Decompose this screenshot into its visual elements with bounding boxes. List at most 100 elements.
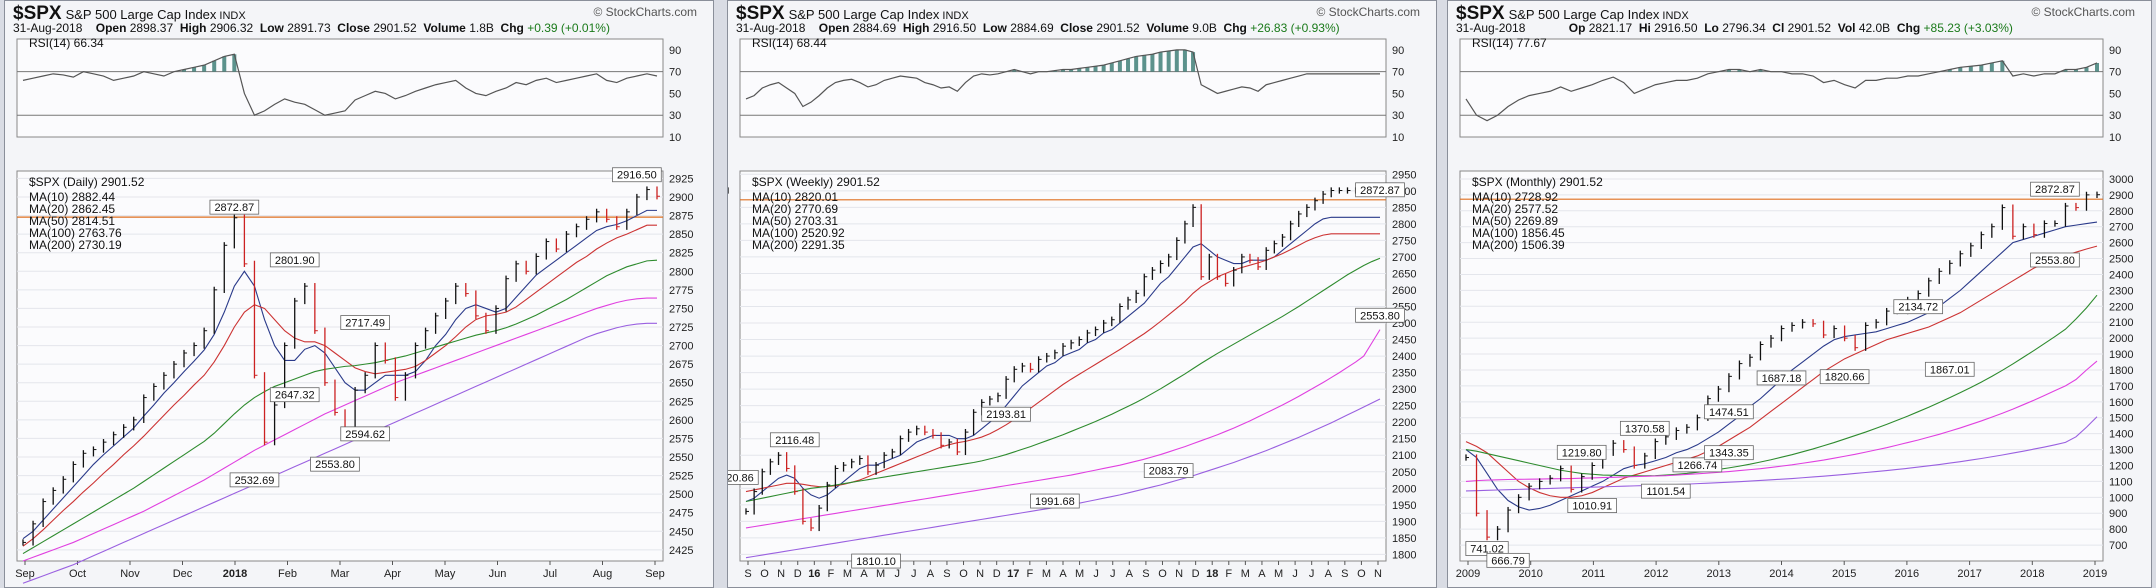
price-tick-label: 2900: [669, 192, 693, 204]
rsi-tick-label: 30: [2109, 110, 2121, 122]
x-tick-label: N: [976, 568, 984, 580]
quote-line: 31-Aug-2018 Op 2821.17 Hi 2916.50 Lo 279…: [1456, 21, 2013, 35]
x-tick-label: Feb: [278, 568, 297, 580]
weekly-chart-svg[interactable]: 10 30 50 70 90 1800 1850 1900 1950 2000 2050 2100 21…: [728, 1, 1437, 588]
price-tick-label: 2725: [669, 322, 693, 334]
price-annotation: 2872.87: [2035, 184, 2075, 196]
annotation-box: [2030, 181, 2080, 197]
annotation-box: [229, 472, 280, 488]
chart-title: $SPX S&P 500 Large Cap Index INDX: [13, 3, 246, 24]
ma200-label: MA(200) 2291.35: [752, 238, 845, 252]
ma10-label: MA(10) 2882.44: [29, 190, 115, 204]
price-annotation: 2872.87: [214, 202, 254, 214]
ma100-label: MA(100) 1856.45: [1472, 226, 1565, 240]
annotation-box: [269, 387, 320, 403]
x-tick-label: O: [959, 568, 968, 580]
x-tick-label: S: [1142, 568, 1149, 580]
x-tick-label: 2009: [1456, 568, 1480, 580]
annotation-box: [310, 456, 360, 472]
price-tick-label: 1300: [2109, 445, 2133, 457]
daily-chart-svg[interactable]: 10 30 50 70 90 2425 2450 2475 2500 2525 2550 2575 26…: [5, 1, 714, 588]
price-tick-label: 2750: [1392, 235, 1416, 247]
price-tick-label: 2100: [1392, 450, 1416, 462]
x-tick-label: 2014: [1769, 568, 1793, 580]
x-tick-label: 17: [1007, 568, 1019, 580]
annotation-box: [1672, 457, 1723, 473]
annotation-box: [1756, 370, 1807, 386]
rsi-tick-label: 90: [2109, 45, 2121, 57]
price-tick-label: 700: [2109, 540, 2127, 552]
price-tick-label: 2900: [2109, 190, 2133, 202]
annotation-box: [1355, 307, 1405, 323]
ma50-label: MA(50) 2269.89: [1472, 214, 1558, 228]
credit[interactable]: © StockCharts.com: [593, 5, 697, 19]
price-tick-label: 900: [2109, 508, 2127, 520]
rsi-tick-label: 50: [2109, 88, 2121, 100]
annotation-box: [769, 432, 820, 448]
price-tick-label: 2750: [669, 303, 693, 315]
x-tick-label: O: [1158, 568, 1167, 580]
price-tick-label: 2050: [1392, 467, 1416, 479]
price-tick-label: 1500: [2109, 413, 2133, 425]
x-tick-label: 2012: [1644, 568, 1668, 580]
price-tick-label: 2600: [2109, 238, 2133, 250]
annotation-box: [1819, 369, 1870, 385]
price-annotation: 2553.80: [2035, 255, 2075, 267]
price-annotation: 2553.80: [315, 459, 355, 471]
price-tick-label: 2000: [1392, 483, 1416, 495]
ma-line-ma50: [745, 257, 1381, 503]
price-annotation: 2916.50: [617, 170, 657, 182]
price-tick-label: 2575: [669, 433, 693, 445]
x-tick-label: A: [860, 568, 868, 580]
x-tick-label: J: [911, 568, 917, 580]
annotation-box: [728, 469, 759, 485]
price-tick-label: 2775: [669, 285, 693, 297]
ma200-label: MA(200) 1506.39: [1472, 238, 1565, 252]
x-tick-label: F: [828, 568, 835, 580]
price-annotation: 2553.80: [1360, 310, 1400, 322]
credit[interactable]: © StockCharts.com: [1316, 5, 1420, 19]
x-tick-label: 2011: [1582, 568, 1606, 580]
monthly-chart-panel: $SPX S&P 500 Large Cap Index INDX © StockC…: [1447, 0, 2152, 588]
price-annotation: 1266.74: [1677, 460, 1717, 472]
quote-line: 31-Aug-2018 Open 2884.69 High 2916.50 Lo…: [736, 21, 1340, 35]
rsi-overbought-fill: [1726, 60, 2099, 72]
annotation-box: [269, 252, 320, 268]
price-annotation: 1474.51: [1709, 407, 1749, 419]
annotation-box: [851, 553, 901, 569]
annotation-box: [1704, 404, 1754, 420]
annotation-box: [1704, 445, 1754, 461]
x-tick-label: 2016: [1895, 568, 1919, 580]
price-tick-label: 2700: [1392, 252, 1416, 264]
rsi-frame: [739, 38, 1387, 138]
price-tick-label: 2675: [669, 359, 693, 371]
main-chart-label: $SPX (Monthly) 2901.52: [1472, 175, 1603, 189]
x-tick-label: Jul: [543, 568, 557, 580]
price-tick-label: 1200: [2109, 460, 2133, 472]
price-tick-label: 2500: [2109, 254, 2133, 266]
x-tick-label: N: [777, 568, 785, 580]
monthly-chart-svg[interactable]: 10 30 50 70 90 700 800 900 1000 1100 1200 1300 1400 1…: [1448, 1, 2152, 588]
x-tick-label: J: [1093, 568, 1099, 580]
credit[interactable]: © StockCharts.com: [2031, 5, 2135, 19]
price-annotation: 1867.01: [1930, 364, 1970, 376]
annotation-box: [209, 199, 260, 215]
ma200-label: MA(200) 2730.19: [29, 238, 122, 252]
price-annotation: 2083.79: [1149, 466, 1189, 478]
x-tick-label: N: [1374, 568, 1382, 580]
x-tick-label: O: [760, 568, 769, 580]
annotation-box: [981, 406, 1031, 422]
price-tick-label: 1850: [1392, 533, 1416, 545]
x-tick-label: 16: [808, 568, 820, 580]
price-tick-label: 2550: [669, 452, 693, 464]
price-tick-label: 2100: [2109, 317, 2133, 329]
rsi-tick-label: 70: [2109, 67, 2121, 79]
price-annotation: 2647.32: [275, 390, 315, 402]
price-annotation: 1687.18: [1762, 373, 1802, 385]
price-tick-label: 2925: [669, 173, 693, 185]
x-tick-label: Mar: [331, 568, 350, 580]
price-tick-label: 2500: [669, 489, 693, 501]
rsi-overbought-fill: [182, 54, 237, 72]
price-tick-label: 1100: [2109, 476, 2133, 488]
x-tick-label: Oct: [69, 568, 86, 580]
